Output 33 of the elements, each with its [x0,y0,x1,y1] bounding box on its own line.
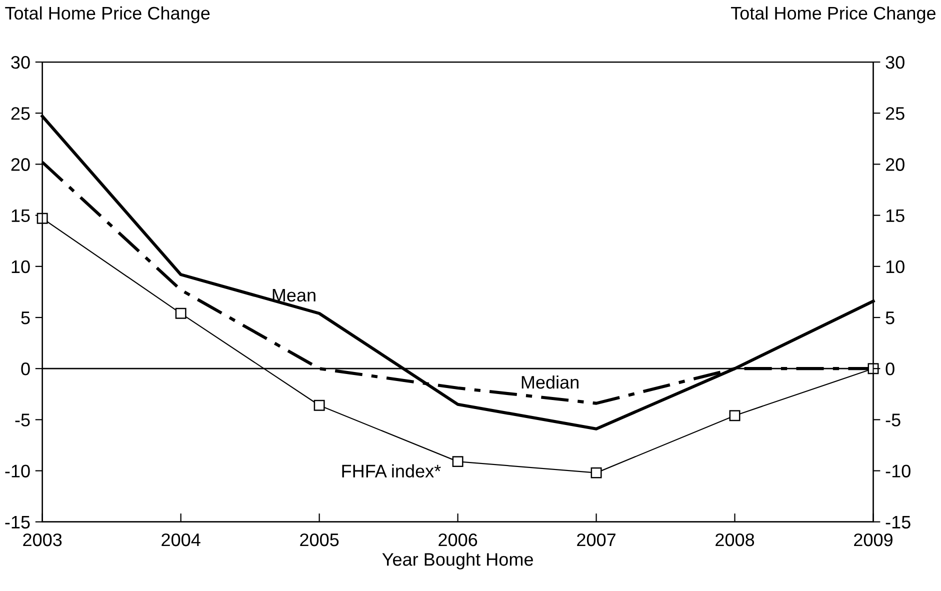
y-tick-label: 0 [21,362,30,376]
x-tick-label: 2005 [300,533,339,546]
y-tick-label: 10 [12,260,30,274]
y-axis-title: Total Home Price Change [5,6,210,24]
y-tick-label: -15 [5,516,30,529]
x-tick-label: 2009 [854,533,892,546]
y2-tick-label: 0 [886,362,894,376]
x-tick-label: 2007 [577,533,616,546]
y-tick-label: -10 [5,464,30,478]
y-tick-label: 15 [12,209,30,222]
y-tick-label: 25 [11,107,30,120]
y2-tick-label: 30 [886,56,904,69]
series-label: Mean [272,288,316,302]
y2-tick-label: -15 [886,516,910,529]
y2-tick-label: 15 [886,209,904,222]
y2-tick-label: 5 [886,312,894,324]
series-label: FHFA index* [342,464,441,478]
x-tick-label: 2004 [162,533,200,546]
y-tick-label: 20 [11,158,30,171]
y2-axis-title: Total Home Price Change [730,6,936,24]
y2-tick-label: 20 [886,158,904,171]
x-tick-label: 2003 [23,533,62,546]
y2-tick-label: -10 [886,464,910,478]
x-tick-label: 2008 [716,533,754,546]
y-tick-label: 5 [21,312,30,324]
x-axis-title: Year Bought Home [382,552,533,570]
series-label: Median [522,375,578,389]
x-tick-label: 2006 [438,533,478,546]
y2-tick-label: 10 [886,260,904,274]
y2-tick-label: 25 [886,107,904,120]
y-tick-label: 30 [11,56,30,69]
y-tick-label: -5 [15,414,30,426]
y2-tick-label: -5 [886,414,900,426]
